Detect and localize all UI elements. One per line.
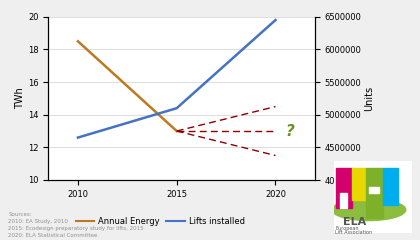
Legend: Annual Energy, Lifts installed: Annual Energy, Lifts installed xyxy=(72,214,248,229)
Y-axis label: TWh: TWh xyxy=(15,88,25,109)
Bar xyxy=(340,193,347,208)
Bar xyxy=(383,168,399,205)
Text: Lift Association: Lift Association xyxy=(336,230,373,234)
Bar xyxy=(366,168,383,218)
Ellipse shape xyxy=(332,199,406,221)
Text: ?: ? xyxy=(285,124,294,138)
Text: European: European xyxy=(336,226,359,231)
Bar xyxy=(374,187,379,193)
Y-axis label: Units: Units xyxy=(365,86,374,111)
Text: Sources:
2010: EA Study, 2010
2015: Ecodesign preparatory study for lifts, 2015
: Sources: 2010: EA Study, 2010 2015: Ecod… xyxy=(8,212,144,238)
Bar xyxy=(369,187,373,193)
Bar xyxy=(336,168,352,208)
Text: ELA: ELA xyxy=(343,217,367,227)
Bar xyxy=(352,168,366,200)
